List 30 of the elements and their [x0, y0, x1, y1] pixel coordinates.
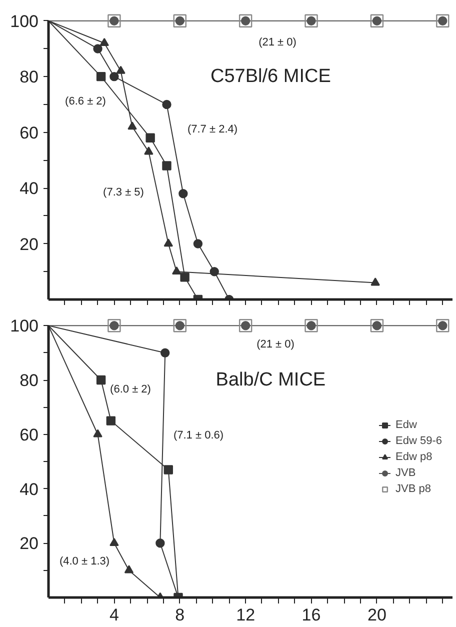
- y-tick-label: 40: [20, 480, 39, 499]
- y-tick-label: 80: [20, 371, 39, 390]
- legend-label: Edw 59-6: [396, 434, 442, 448]
- legend-label: Edw p8: [396, 450, 432, 464]
- y-tick-label: 20: [20, 534, 39, 554]
- annotation: (4.0 ± 1.3): [59, 556, 110, 568]
- legend-label: Edw: [396, 418, 417, 432]
- x-tick-label: 16: [302, 606, 321, 624]
- annotation: (7.7 ± 2.4): [187, 124, 238, 136]
- y-tick-label: 60: [20, 425, 39, 444]
- y-tick-label: 60: [20, 123, 39, 142]
- x-tick-label: 4: [109, 606, 119, 624]
- y-tick-label: 20: [20, 234, 39, 254]
- x-tick-label: 8: [175, 606, 185, 624]
- annotation: (7.3 ± 5): [103, 186, 144, 198]
- x-tick-label: 20: [368, 606, 386, 624]
- annotation: (21 ± 0): [258, 36, 296, 48]
- legend-label: JVB: [396, 466, 416, 480]
- legend-label: JVB p8: [396, 482, 431, 496]
- y-tick-label: 40: [20, 179, 39, 198]
- x-tick-label: 12: [236, 606, 256, 624]
- annotation: (21 ± 0): [256, 338, 294, 350]
- y-tick-label: 100: [10, 316, 39, 336]
- annotation: (7.1 ± 0.6): [173, 430, 224, 442]
- y-tick-label: 80: [20, 68, 39, 87]
- y-tick-label: 100: [10, 12, 39, 31]
- text: C57Bl/6 MICE: [210, 66, 331, 88]
- text: Balb/C MICE: [216, 370, 326, 391]
- annotation: (6.0 ± 2): [110, 384, 151, 396]
- annotation: (6.6 ± 2): [65, 96, 106, 108]
